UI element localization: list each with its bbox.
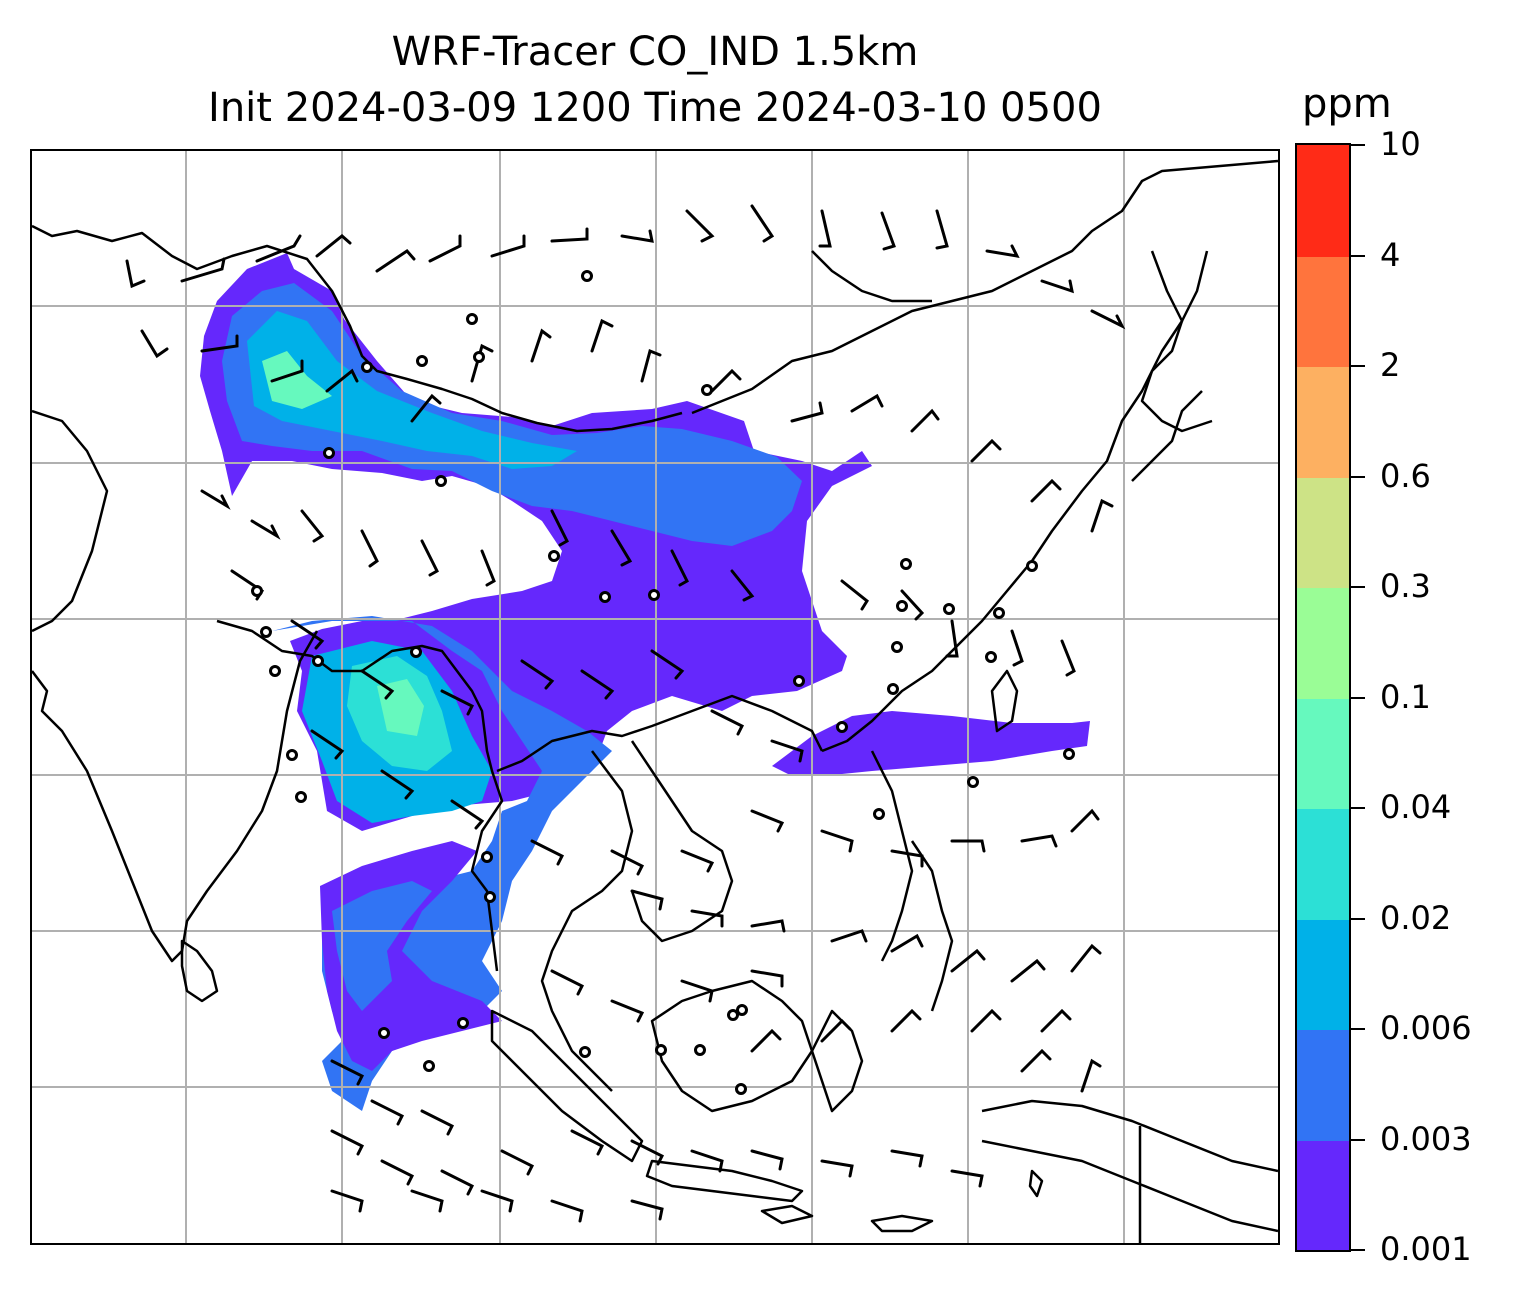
colorbar-tick <box>1351 144 1365 146</box>
coastlines <box>32 159 1278 1243</box>
plume-east-band <box>772 711 1090 776</box>
colorbar-segment <box>1297 1029 1349 1141</box>
colorbar-segment <box>1297 587 1349 699</box>
colorbar-tick <box>1351 807 1365 809</box>
colorbar-tick <box>1351 917 1365 920</box>
colorbar-tick <box>1351 1028 1365 1030</box>
colorbar-segment <box>1297 918 1349 1030</box>
colorbar-tick-label: 0.6 <box>1380 456 1431 495</box>
colorbar-tick-label: 0.001 <box>1380 1230 1472 1268</box>
wind-barbs <box>125 204 1126 1223</box>
colorbar-segment <box>1297 476 1349 588</box>
colorbar-tick-label: 10 <box>1380 125 1421 163</box>
colorbar-tick <box>1351 696 1365 699</box>
colorbar-segment <box>1297 255 1349 367</box>
colorbar-segment <box>1297 808 1349 920</box>
map-panel <box>30 149 1280 1245</box>
colorbar-tick-label: 0.003 <box>1380 1119 1472 1158</box>
plume-south-bay-core <box>332 881 432 1011</box>
map-canvas <box>32 151 1278 1243</box>
colorbar-tick-label: 0.006 <box>1380 1009 1472 1047</box>
colorbar-segment <box>1297 366 1349 478</box>
colorbar-segment <box>1297 1139 1349 1250</box>
colorbar-segment <box>1297 697 1349 809</box>
colorbar-tick-label: 0.02 <box>1380 898 1452 937</box>
calm-wind-markers <box>251 270 1075 1095</box>
colorbar-unit-label: ppm <box>1302 81 1392 127</box>
map-title-line-1: WRF-Tracer CO_IND 1.5km <box>391 29 919 75</box>
colorbar-segment <box>1297 145 1349 257</box>
plume-northwest-hot <box>262 351 332 409</box>
map-title-line-2: Init 2024-03-09 1200 Time 2024-03-10 050… <box>208 85 1102 131</box>
map-gridlines <box>32 151 1278 1243</box>
colorbar-tick <box>1351 365 1365 367</box>
colorbar-tick <box>1351 1249 1365 1251</box>
colorbar-tick-label: 4 <box>1380 235 1401 274</box>
colorbar-tick <box>1351 254 1365 257</box>
colorbar-tick <box>1351 475 1365 478</box>
tracer-plume-field <box>200 253 1090 1111</box>
colorbar-tick-label: 2 <box>1380 346 1401 384</box>
colorbar-tick-label: 0.04 <box>1380 788 1452 826</box>
colorbar-tick <box>1351 1138 1365 1141</box>
plume-northwest-core <box>247 311 577 469</box>
colorbar-tick-label: 0.1 <box>1380 677 1431 716</box>
colorbar-tick <box>1351 586 1365 588</box>
colorbar-tick-label: 0.3 <box>1380 567 1431 605</box>
colorbar <box>1295 143 1351 1252</box>
